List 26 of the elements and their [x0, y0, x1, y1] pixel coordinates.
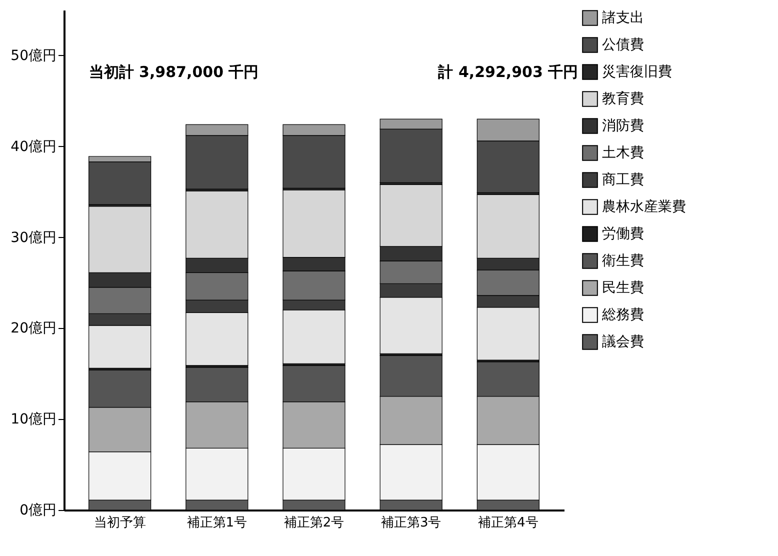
y-tick-label: 20億円	[10, 320, 56, 337]
x-tick-label: 補正第4号	[478, 516, 538, 530]
annotation: 当初計 3,987,000 千円	[88, 63, 259, 81]
x-tick-label: 当初予算	[94, 516, 146, 530]
y-tick-label: 40億円	[10, 138, 56, 155]
legend-label: 衛生費	[602, 253, 644, 269]
legend-label: 災害復旧費	[602, 64, 672, 80]
y-tick-label: 50億円	[10, 48, 56, 64]
legend-label: 農林水産業費	[602, 199, 686, 215]
y-tick-label: 30億円	[10, 230, 56, 246]
legend-label: 総務費	[601, 307, 644, 323]
y-tick-label: 0億円	[20, 502, 56, 518]
legend-label: 公債費	[602, 37, 644, 53]
legend-label: 教育費	[602, 90, 644, 107]
y-tick-label: 10億円	[10, 412, 56, 428]
legend-label: 議会費	[602, 334, 644, 350]
annotation: 計 4,292,903 千円	[437, 63, 578, 81]
legend-label: 労働費	[602, 226, 644, 242]
legend-label: 民生費	[602, 280, 644, 296]
legend-label: 諸支出	[602, 10, 644, 26]
x-tick-label: 補正第2号	[284, 516, 344, 530]
x-tick-label: 補正第3号	[380, 516, 442, 530]
legend-label: 土木費	[602, 145, 644, 161]
x-tick-label: 補正第1号	[186, 516, 248, 530]
legend-label: 消防費	[602, 118, 644, 134]
legend-label: 商工費	[602, 172, 644, 188]
